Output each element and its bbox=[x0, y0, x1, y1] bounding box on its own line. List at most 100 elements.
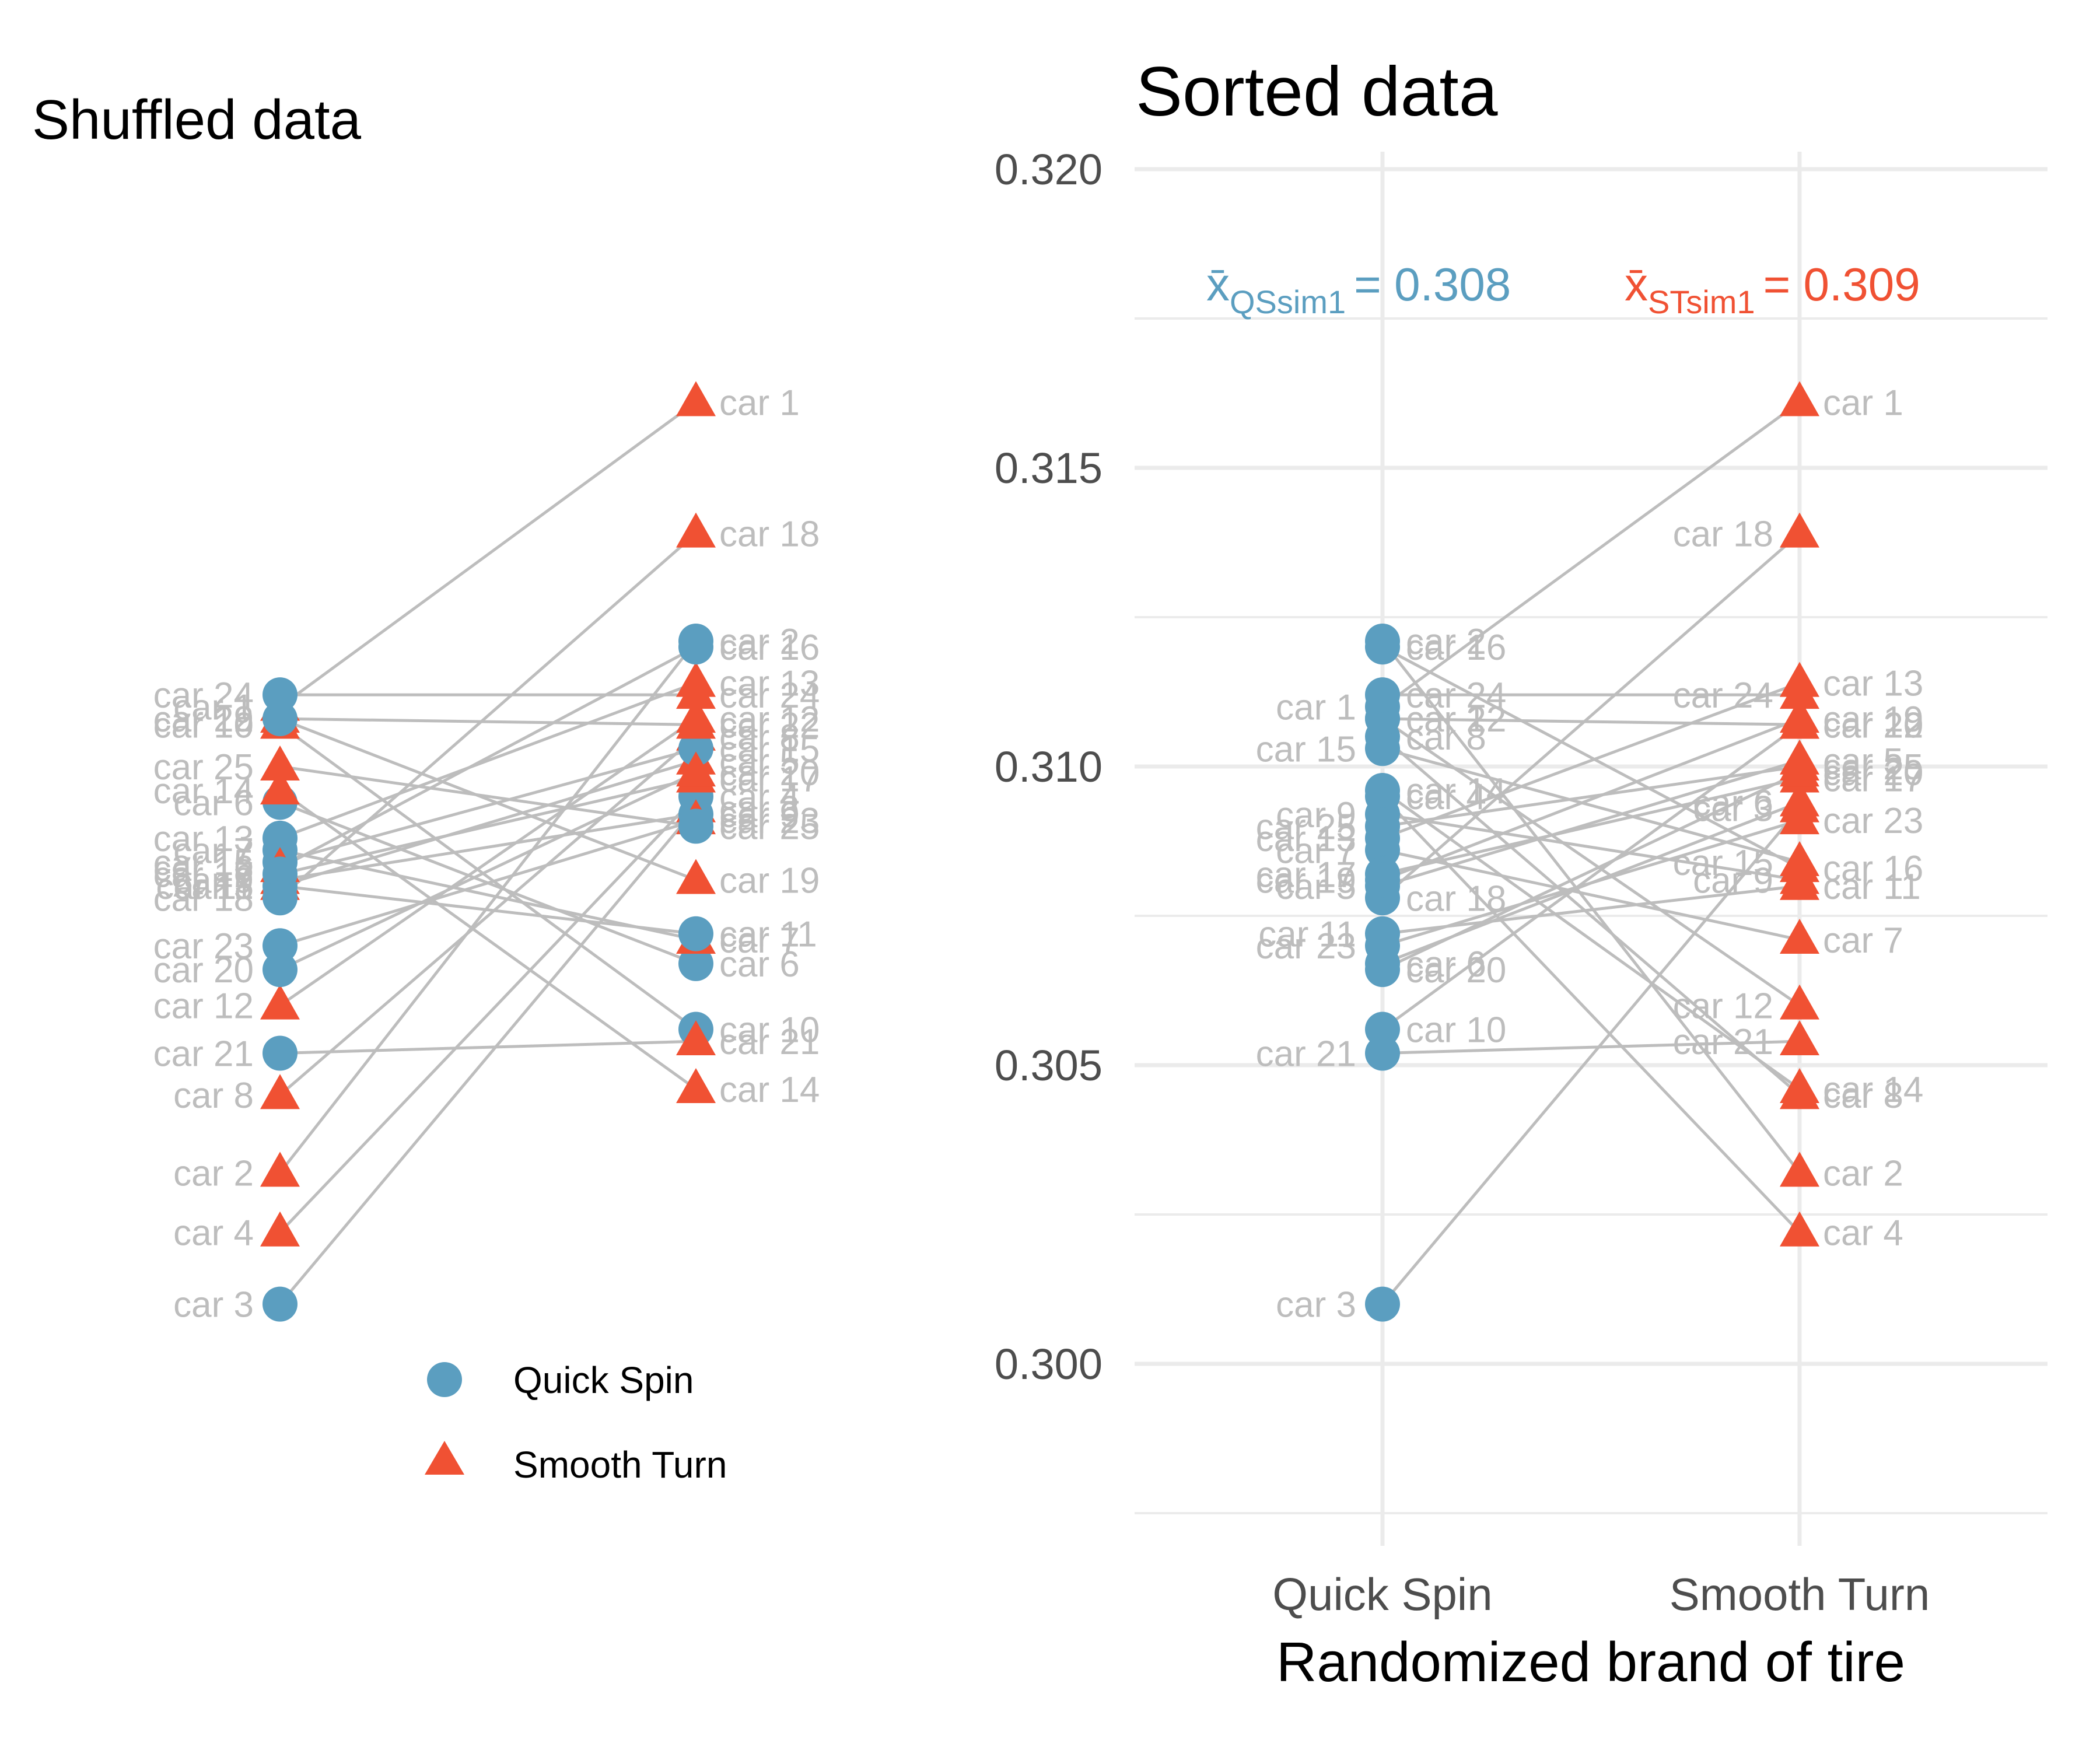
shuffled-points bbox=[260, 381, 716, 1322]
sorted-smooth-turn-label-car-14: car 14 bbox=[1823, 1070, 1923, 1110]
shuffled-right-point-car-24 bbox=[676, 674, 716, 709]
sorted-quick-spin-label-car-8: car 8 bbox=[1406, 718, 1486, 758]
sorted-quick-spin-label-car-11: car 11 bbox=[1258, 915, 1356, 955]
sorted-quick-spin-label-car-4: car 4 bbox=[1406, 777, 1486, 817]
shuffled-connector-lines bbox=[279, 401, 697, 1306]
sorted-quick-spin-point-car-21 bbox=[1365, 1035, 1400, 1071]
shuffled-right-label-car-2: car 2 bbox=[719, 622, 800, 662]
sorted-line-car-7 bbox=[1382, 848, 1800, 942]
sorted-smooth-turn-label-car-8: car 8 bbox=[1823, 1076, 1903, 1116]
sorted-quick-spin-label-car-18: car 18 bbox=[1406, 878, 1506, 919]
sorted-quick-spin-label-car-10: car 10 bbox=[1406, 1010, 1506, 1051]
shuffled-left-label-car-23: car 23 bbox=[153, 926, 254, 967]
sorted-smooth-turn-label-car-7: car 7 bbox=[1823, 921, 1903, 961]
shuffled-right-label-car-11: car 11 bbox=[719, 915, 817, 955]
sorted-smooth-turn-label-car-22: car 22 bbox=[1823, 705, 1923, 746]
shuffled-line-car-14 bbox=[279, 789, 697, 1090]
shuffled-left-point-car-23 bbox=[262, 928, 298, 964]
shuffled-left-point-car-21 bbox=[262, 1035, 298, 1071]
sorted-quick-spin-label-car-9: car 9 bbox=[1276, 795, 1356, 835]
shuffled-right-point-car-6 bbox=[678, 946, 713, 981]
sorted-smooth-turn-label-car-11: car 11 bbox=[1823, 867, 1921, 907]
y-tick-label-3: 0.315 bbox=[995, 444, 1102, 492]
shuffled-right-point-car-25 bbox=[678, 808, 713, 844]
shuffled-left-point-car-12 bbox=[260, 984, 300, 1020]
shuffled-right-label-car-5: car 5 bbox=[719, 741, 800, 782]
sorted-smooth-turn-label-car-3: car 3 bbox=[1693, 789, 1773, 830]
shuffled-right-label-car-18: car 18 bbox=[719, 514, 820, 555]
sorted-quick-spin-point-car-3 bbox=[1365, 1286, 1400, 1322]
shuffled-right-label-car-13: car 13 bbox=[719, 664, 820, 704]
shuffled-line-car-11 bbox=[279, 884, 696, 936]
sorted-quick-spin-label-car-5: car 5 bbox=[1276, 867, 1356, 907]
y-tick-label-4: 0.320 bbox=[995, 145, 1102, 194]
sorted-quick-spin-point-car-15 bbox=[1365, 731, 1400, 766]
sorted-smooth-turn-label-car-4: car 4 bbox=[1823, 1213, 1903, 1254]
sorted-quick-spin-label-car-3: car 3 bbox=[1276, 1285, 1356, 1325]
shuffled-line-car-20 bbox=[279, 771, 697, 971]
shuffled-line-car-4 bbox=[279, 795, 697, 1234]
x-tick-quick-spin: Quick Spin bbox=[1272, 1569, 1492, 1620]
sorted-smooth-turn-label-car-2: car 2 bbox=[1823, 1153, 1903, 1194]
shuffled-right-label-car-8: car 8 bbox=[719, 718, 800, 758]
sorted-smooth-turn-point-car-4 bbox=[1780, 1211, 1819, 1247]
shuffled-line-car-18 bbox=[279, 532, 697, 900]
shuffled-left-label-car-17: car 17 bbox=[153, 855, 254, 895]
shuffled-right-point-car-16 bbox=[678, 629, 713, 665]
shuffled-right-label-car-17: car 17 bbox=[719, 759, 820, 799]
shuffled-left-label-car-13: car 13 bbox=[153, 819, 254, 859]
y-tick-label-2: 0.310 bbox=[995, 743, 1102, 791]
sorted-line-car-25 bbox=[1382, 765, 1800, 828]
sorted-line-car-19 bbox=[1382, 717, 1800, 881]
shuffled-right-point-car-21 bbox=[676, 1020, 716, 1056]
shuffled-line-car-17 bbox=[279, 777, 696, 876]
sorted-panel-title: Sorted data bbox=[1136, 52, 1498, 131]
shuffled-right-point-car-19 bbox=[676, 859, 716, 894]
legend: Quick Spin Smooth Turn bbox=[425, 1359, 727, 1486]
legend-smooth-turn-marker bbox=[425, 1441, 464, 1475]
shuffled-left-label-car-4: car 4 bbox=[173, 1213, 254, 1254]
shuffled-right-label-car-9: car 9 bbox=[719, 795, 800, 835]
shuffled-left-point-car-8 bbox=[260, 1074, 300, 1110]
shuffled-left-label-car-20: car 20 bbox=[153, 950, 254, 991]
sorted-quick-spin-label-car-14: car 14 bbox=[1406, 771, 1506, 811]
shuffled-left-point-car-14 bbox=[260, 769, 300, 804]
sorted-quick-spin-point-car-25 bbox=[1365, 808, 1400, 844]
sorted-panel: Sorted data 0.300 0.305 0.310 0.315 0.320 ca… bbox=[995, 52, 2048, 1693]
shuffled-left-label-car-14: car 14 bbox=[153, 771, 254, 811]
shuffled-right-label-car-6: car 6 bbox=[719, 944, 800, 985]
legend-smooth-turn-label: Smooth Turn bbox=[513, 1444, 727, 1486]
mean-symbol-quick-spin: x̄ bbox=[1206, 258, 1230, 310]
sorted-quick-spin-point-car-16 bbox=[1365, 629, 1400, 665]
sorted-smooth-turn-point-car-12 bbox=[1780, 984, 1819, 1020]
shuffled-left-label-car-16: car 16 bbox=[153, 849, 254, 889]
shuffled-right-label-car-7: car 7 bbox=[719, 921, 800, 961]
sorted-smooth-turn-point-car-1 bbox=[1780, 381, 1819, 416]
shuffled-panel-title: Shuffled data bbox=[32, 89, 362, 151]
shuffled-right-label-car-25: car 25 bbox=[719, 807, 820, 847]
shuffled-left-point-car-4 bbox=[260, 1211, 300, 1247]
sorted-smooth-turn-point-car-24 bbox=[1780, 674, 1819, 709]
shuffled-left-label-car-15: car 15 bbox=[153, 843, 254, 883]
sorted-quick-spin-label-car-23: car 23 bbox=[1256, 926, 1356, 967]
sorted-smooth-turn-point-car-23 bbox=[1780, 799, 1819, 835]
shuffled-right-label-car-14: car 14 bbox=[719, 1070, 820, 1110]
sorted-smooth-turn-label-car-18: car 18 bbox=[1673, 514, 1773, 555]
sorted-line-car-15 bbox=[1382, 747, 1800, 864]
shuffled-left-point-car-25 bbox=[260, 746, 300, 780]
shuffled-left-label-car-2: car 2 bbox=[173, 1153, 254, 1194]
sorted-line-car-18 bbox=[1381, 532, 1801, 900]
shuffled-left-label-car-24: car 24 bbox=[153, 676, 254, 716]
sorted-line-car-13 bbox=[1382, 681, 1800, 840]
sorted-quick-spin-point-car-14 bbox=[1365, 772, 1400, 808]
shuffled-line-car-21 bbox=[279, 1040, 696, 1055]
shuffled-right-point-car-1 bbox=[676, 381, 716, 416]
sorted-quick-spin-label-car-19: car 19 bbox=[1256, 861, 1356, 901]
sorted-line-car-23 bbox=[1382, 818, 1800, 947]
sorted-line-car-2 bbox=[1381, 640, 1801, 1174]
shuffled-line-car-23 bbox=[279, 818, 696, 947]
mean-value-quick-spin: = 0.308 bbox=[1354, 258, 1511, 310]
sorted-quick-spin-point-car-19 bbox=[1365, 862, 1400, 898]
shuffled-right-label-car-15: car 15 bbox=[719, 729, 820, 769]
shuffled-right-label-car-20: car 20 bbox=[719, 753, 820, 793]
